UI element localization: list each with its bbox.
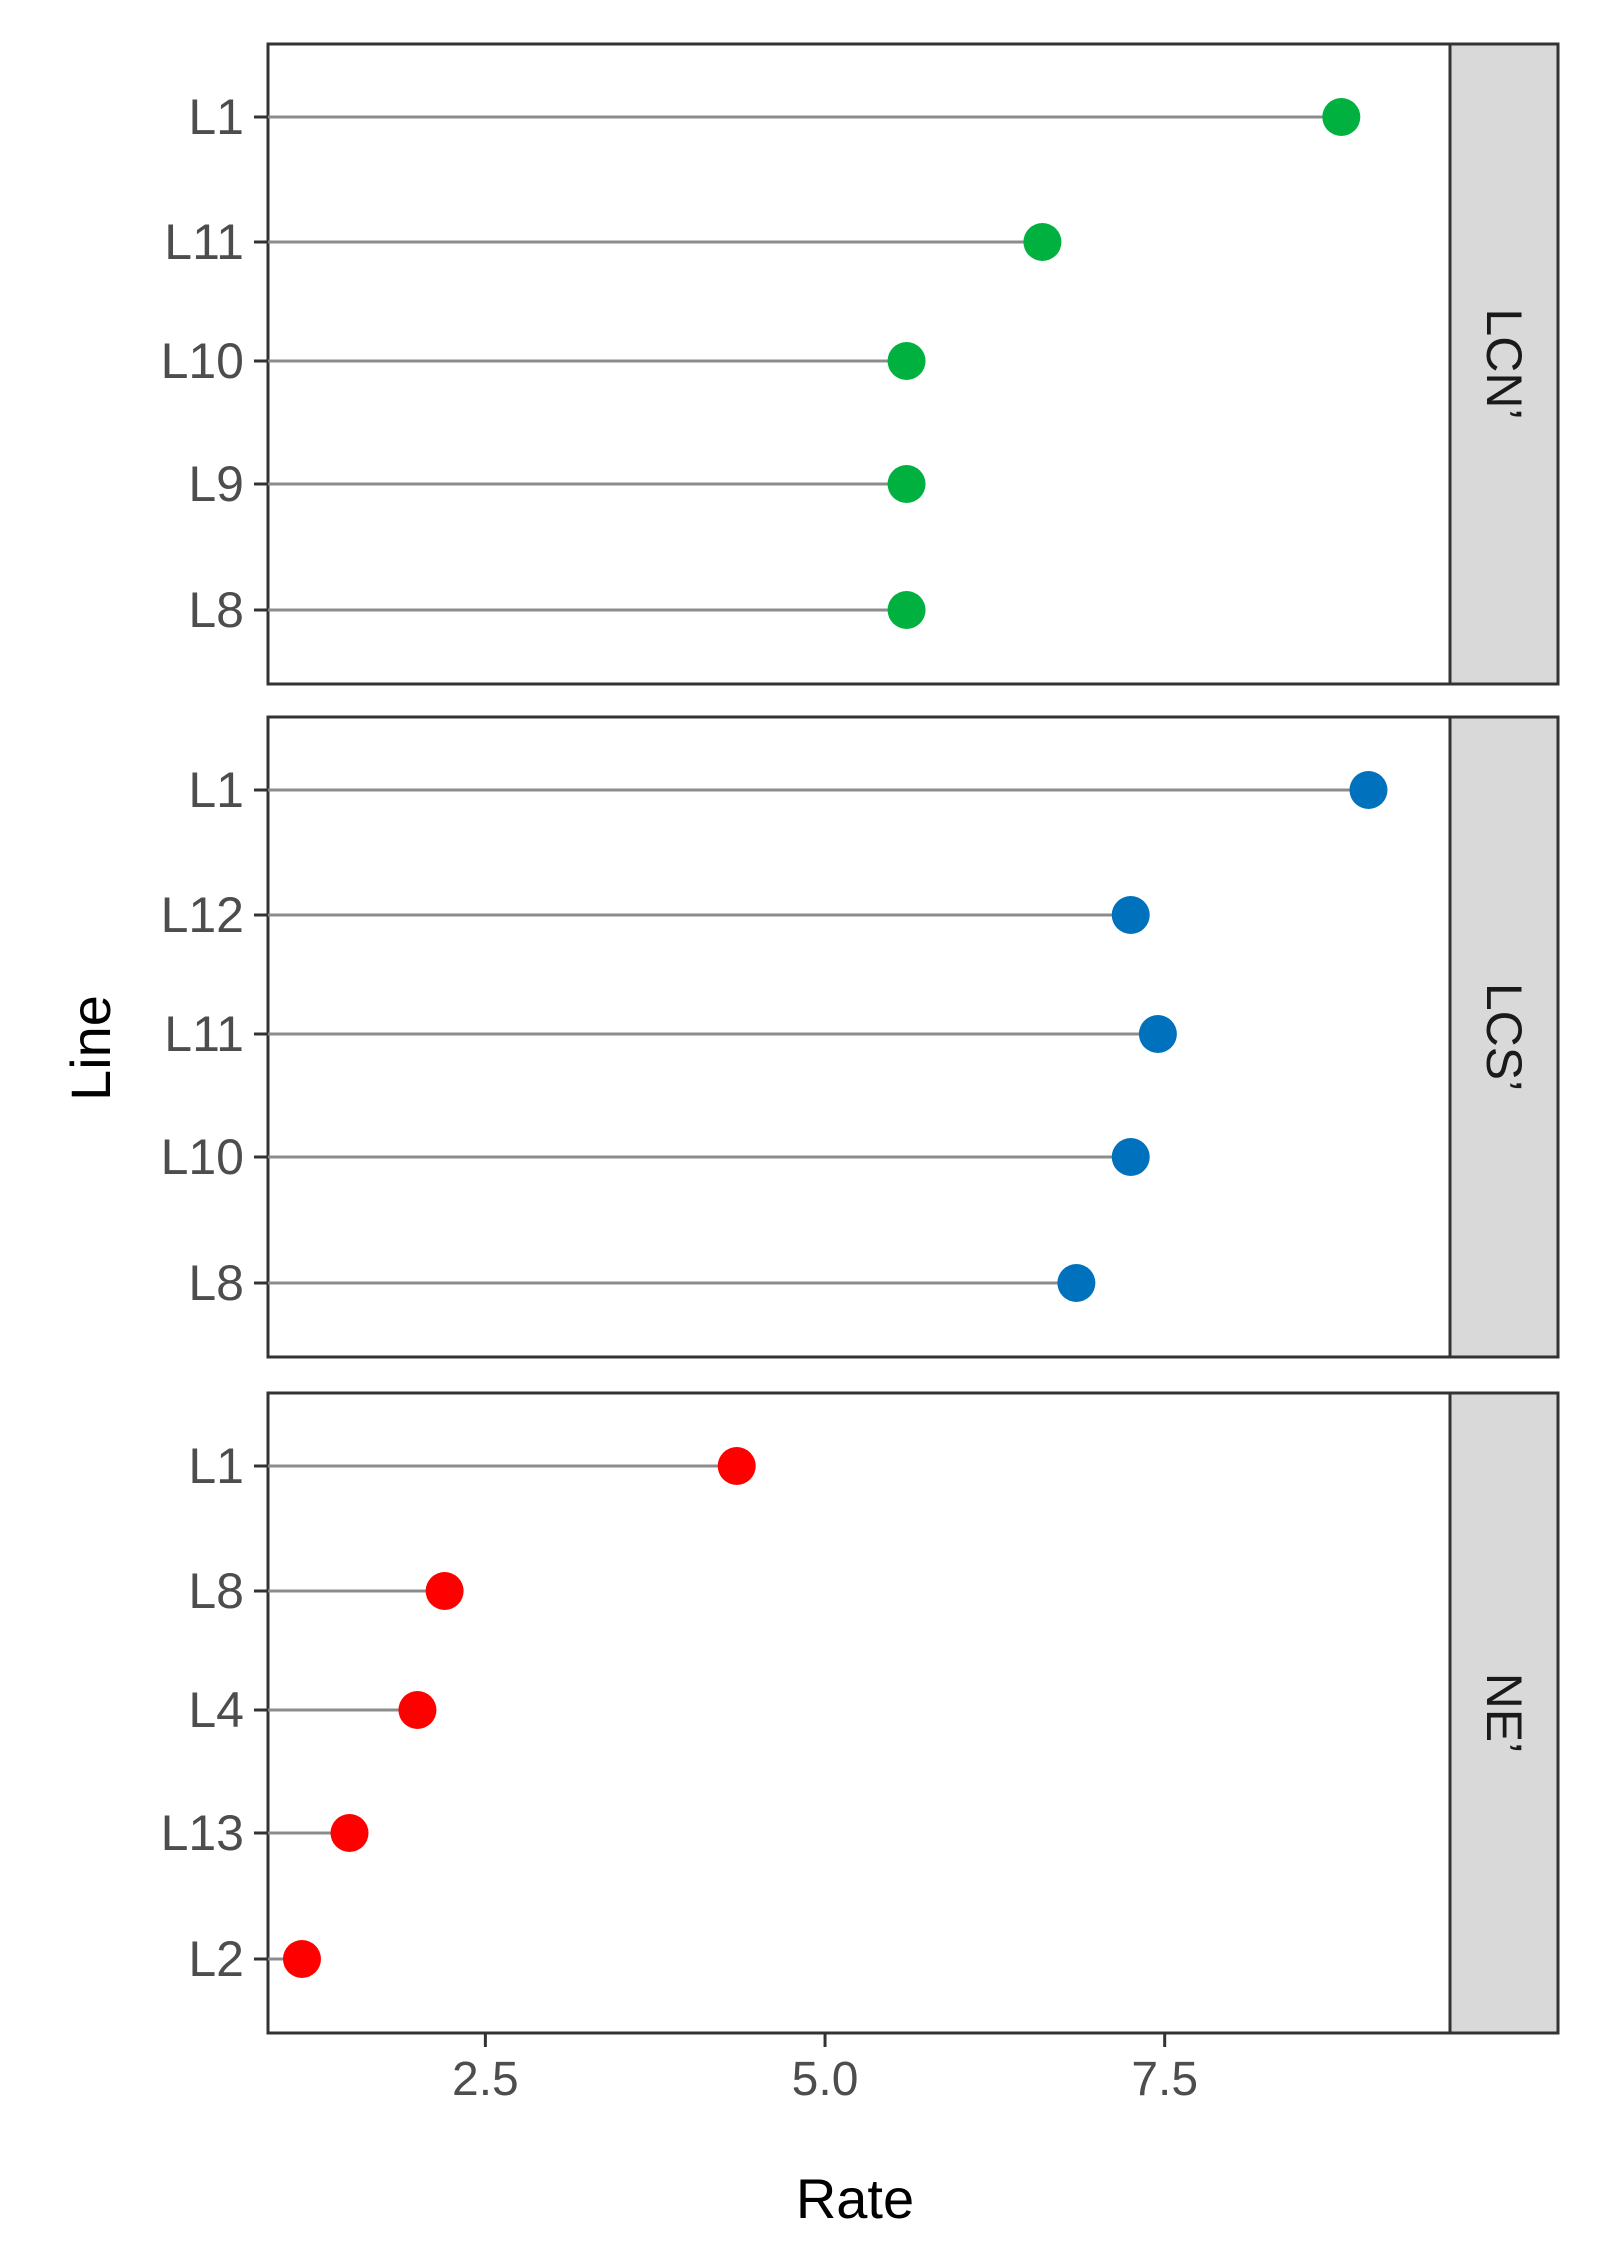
lollipop-point <box>1111 1138 1150 1176</box>
lollipop-point <box>425 1572 464 1610</box>
y-tick-label: L9 <box>188 456 244 512</box>
x-axis-title: Rate <box>796 2167 914 2230</box>
facet-strip-label: LCN’ <box>1476 308 1532 419</box>
y-tick-label: L10 <box>161 1129 244 1185</box>
facet-panel: LCS’ L1 L12 L11 L10 L8 <box>161 715 1560 1359</box>
lollipop-point <box>887 465 926 503</box>
y-tick-label: L8 <box>188 1563 244 1619</box>
y-tick-label: L1 <box>188 89 244 145</box>
facet-strip <box>1448 1391 1560 2035</box>
y-tick-label: L11 <box>164 1006 244 1062</box>
lollipop-point <box>398 1691 437 1729</box>
panel-border <box>266 42 1452 686</box>
facet-panel: LCN’ L1 L11 L10 L9 L8 <box>161 42 1560 686</box>
lollipop-point <box>887 342 926 380</box>
facet-strip <box>1448 42 1560 686</box>
y-tick-label: L1 <box>188 762 244 818</box>
lollipop-point <box>1057 1264 1096 1302</box>
lollipop-point <box>282 1940 321 1978</box>
y-tick-label: L2 <box>188 1931 244 1987</box>
y-tick-label: L11 <box>164 214 244 270</box>
panel-border <box>266 1391 1452 2035</box>
lollipop-point <box>1138 1015 1177 1053</box>
panels-layer: LCN’ L1 L11 L10 L9 L8 LCS’ L1 L12 L11 L10 L8 NE’ L1 L8… <box>161 42 1560 2035</box>
y-axis-title: Line <box>59 995 122 1101</box>
lollipop-point <box>887 591 926 629</box>
y-tick-label: L8 <box>188 582 244 638</box>
lollipop-point <box>330 1814 369 1852</box>
lollipop-point <box>1349 771 1388 809</box>
y-tick-label: L4 <box>188 1682 244 1738</box>
y-tick-label: L1 <box>188 1438 244 1494</box>
y-tick-label: L10 <box>161 333 244 389</box>
facet-panel: NE’ L1 L8 L4 L13 L2 <box>161 1391 1560 2035</box>
panel-border <box>266 715 1452 1359</box>
x-tick-label: 5.0 <box>792 2053 859 2106</box>
x-axis: 2.5 5.0 7.5 <box>452 2033 1198 2106</box>
lollipop-point <box>1322 98 1361 136</box>
lollipop-point <box>717 1447 756 1485</box>
x-tick-label: 7.5 <box>1131 2053 1198 2106</box>
y-tick-label: L12 <box>161 887 244 943</box>
facet-strip <box>1448 715 1560 1359</box>
lollipop-point <box>1111 896 1150 934</box>
y-tick-label: L8 <box>188 1255 244 1311</box>
lollipop-point <box>1023 223 1062 261</box>
facet-strip-label: LCS’ <box>1476 983 1532 1091</box>
x-tick-label: 2.5 <box>452 2053 519 2106</box>
y-tick-label: L13 <box>161 1805 244 1861</box>
facet-strip-label: NE’ <box>1476 1673 1532 1754</box>
